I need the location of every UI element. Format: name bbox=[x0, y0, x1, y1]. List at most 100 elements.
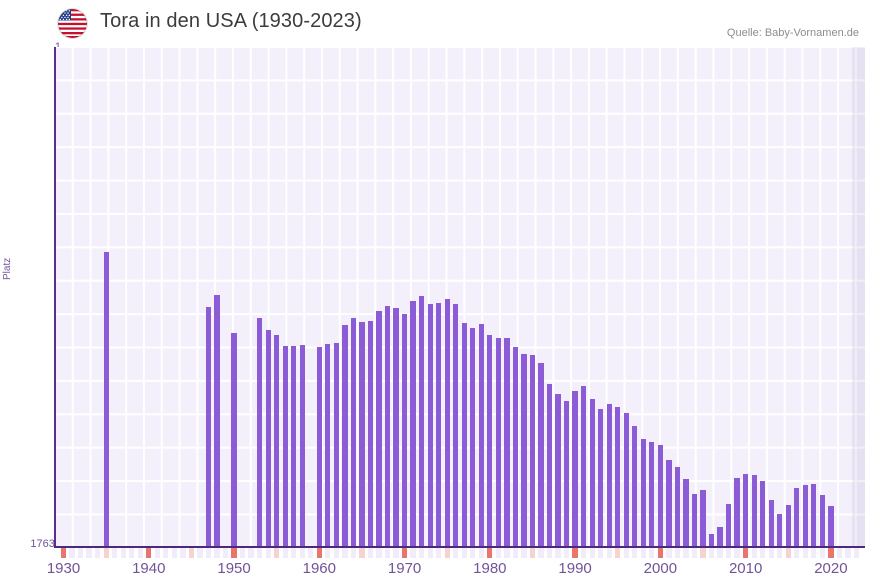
x-axis-tick bbox=[478, 548, 484, 558]
x-axis-tick bbox=[623, 548, 629, 558]
bar bbox=[538, 363, 544, 547]
x-axis-tick bbox=[742, 548, 749, 558]
x-axis-tick bbox=[717, 548, 723, 558]
bar bbox=[589, 398, 595, 547]
x-axis-tick bbox=[606, 548, 612, 558]
bar bbox=[734, 478, 740, 547]
y-axis-title: Platz bbox=[2, 257, 13, 280]
x-axis-label: 1970 bbox=[387, 560, 422, 577]
x-axis-tick bbox=[495, 548, 501, 558]
bar bbox=[359, 322, 365, 547]
bar bbox=[393, 307, 399, 547]
x-axis-tick bbox=[691, 548, 698, 558]
x-axis-tick bbox=[274, 548, 280, 558]
bar bbox=[623, 412, 629, 547]
source-note: Quelle: Baby-Vornamen.de bbox=[726, 27, 859, 39]
bar bbox=[418, 295, 425, 547]
x-axis-tick bbox=[222, 548, 229, 558]
x-axis-tick bbox=[248, 548, 254, 558]
x-axis-tick bbox=[333, 548, 339, 558]
x-axis-tick bbox=[60, 548, 67, 558]
x-axis-tick bbox=[180, 548, 186, 558]
bar bbox=[291, 346, 297, 547]
x-axis-tick bbox=[231, 548, 237, 558]
x-axis-tick bbox=[734, 548, 740, 558]
bar bbox=[350, 318, 357, 547]
bar bbox=[205, 307, 212, 547]
x-axis-tick bbox=[461, 548, 467, 558]
x-axis-tick bbox=[751, 548, 757, 558]
bar bbox=[768, 500, 774, 547]
x-axis-tick bbox=[649, 548, 655, 558]
x-axis-tick bbox=[256, 548, 263, 558]
x-axis-tick bbox=[794, 548, 800, 558]
x-axis-tick bbox=[836, 548, 843, 558]
x-axis-tick bbox=[828, 548, 834, 558]
x-axis-tick bbox=[708, 548, 715, 558]
x-axis-tick bbox=[853, 548, 860, 558]
bar bbox=[632, 425, 638, 547]
y-axis-line bbox=[54, 47, 56, 547]
bar-series bbox=[55, 47, 865, 547]
x-axis-tick bbox=[376, 548, 382, 558]
bar bbox=[299, 345, 305, 547]
x-axis-tick bbox=[529, 548, 536, 558]
bar bbox=[725, 503, 732, 547]
x-axis-tick bbox=[700, 548, 706, 558]
x-axis-tick bbox=[802, 548, 808, 558]
x-axis-tick bbox=[521, 548, 527, 558]
x-axis-tick bbox=[666, 548, 672, 558]
bar bbox=[461, 322, 467, 547]
x-axis-tick bbox=[350, 548, 357, 558]
x-axis-tick bbox=[197, 548, 203, 558]
x-axis-tick bbox=[384, 548, 391, 558]
x-axis-tick bbox=[683, 548, 689, 558]
bar bbox=[742, 474, 749, 547]
x-axis-tick bbox=[674, 548, 681, 558]
bar bbox=[563, 401, 570, 547]
x-axis-tick bbox=[546, 548, 553, 558]
x-axis-tick bbox=[154, 548, 160, 558]
x-axis-tick bbox=[137, 548, 143, 558]
bar bbox=[342, 324, 348, 547]
x-axis-tick bbox=[393, 548, 399, 558]
x-axis-tick bbox=[171, 548, 177, 558]
bar bbox=[231, 332, 237, 547]
x-axis-tick bbox=[657, 548, 663, 558]
x-axis-label: 2010 bbox=[728, 560, 763, 577]
bar bbox=[444, 298, 450, 547]
plot-area bbox=[55, 47, 865, 547]
x-axis-tick bbox=[367, 548, 374, 558]
bar bbox=[615, 407, 621, 547]
x-axis-tick bbox=[103, 548, 109, 558]
chart-header: Tora in den USA (1930-2023) Quelle: Baby… bbox=[0, 0, 873, 47]
bar bbox=[802, 484, 808, 547]
bar bbox=[674, 466, 681, 547]
x-axis-tick bbox=[69, 548, 75, 558]
bar bbox=[274, 334, 280, 547]
us-flag-icon bbox=[58, 9, 87, 38]
x-axis-tick bbox=[94, 548, 101, 558]
x-axis-tick bbox=[410, 548, 416, 558]
x-axis-tick bbox=[615, 548, 621, 558]
bar bbox=[265, 329, 271, 547]
bar bbox=[521, 354, 527, 547]
bar bbox=[427, 304, 433, 547]
x-axis-tick bbox=[785, 548, 791, 558]
bar bbox=[512, 347, 519, 547]
x-axis-tick bbox=[811, 548, 817, 558]
bar bbox=[487, 335, 493, 547]
x-axis-tick bbox=[598, 548, 604, 558]
x-axis-tick bbox=[845, 548, 851, 558]
bar bbox=[470, 328, 476, 547]
bar bbox=[376, 310, 382, 547]
bar bbox=[367, 321, 374, 547]
bar bbox=[256, 318, 263, 547]
bar bbox=[649, 442, 655, 547]
x-axis-tick bbox=[146, 548, 152, 558]
x-axis-tick bbox=[316, 548, 322, 558]
x-axis-tick bbox=[163, 548, 169, 558]
x-axis-tick bbox=[325, 548, 331, 558]
bar bbox=[811, 484, 817, 547]
x-axis-tick bbox=[580, 548, 587, 558]
